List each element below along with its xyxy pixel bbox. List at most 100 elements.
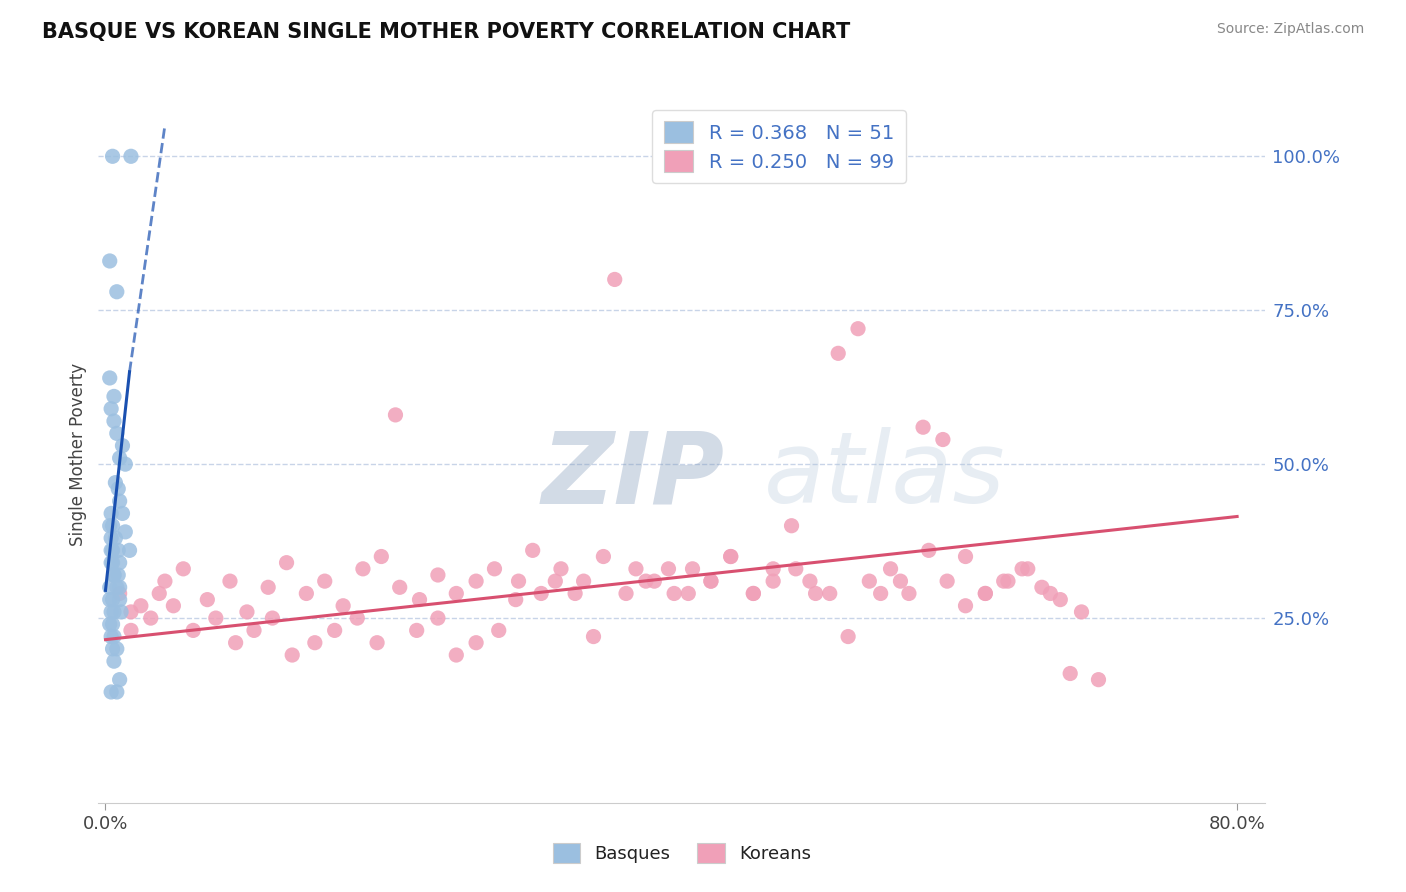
Point (762, 562, 785, 576)
Point (120, 149, 142, 163)
Point (103, 389, 125, 403)
Point (314, 574, 336, 589)
Point (408, 592, 430, 607)
Point (869, 586, 891, 600)
Point (98, 518, 121, 533)
Point (932, 433, 955, 447)
Point (488, 624, 510, 638)
Point (804, 586, 827, 600)
Point (195, 592, 218, 607)
Point (257, 580, 280, 594)
Point (100, 556, 122, 570)
Point (827, 346, 849, 360)
Point (110, 605, 132, 619)
Point (889, 574, 911, 589)
Point (522, 543, 544, 558)
Point (1049, 592, 1071, 607)
Point (181, 624, 204, 638)
Point (101, 518, 124, 533)
Point (100, 605, 122, 619)
Point (105, 641, 128, 656)
Point (446, 586, 468, 600)
Point (205, 611, 228, 625)
Point (114, 524, 136, 539)
Point (225, 636, 247, 650)
Point (129, 599, 152, 613)
Point (837, 630, 859, 644)
Point (100, 543, 122, 558)
Point (1011, 562, 1033, 576)
Point (564, 586, 586, 600)
Point (879, 562, 901, 576)
Point (103, 654, 125, 668)
Point (118, 543, 141, 558)
Point (370, 549, 392, 564)
Point (700, 574, 723, 589)
Point (100, 531, 122, 545)
Point (262, 611, 284, 625)
Point (101, 556, 124, 570)
Point (108, 592, 131, 607)
Point (120, 605, 142, 619)
Point (550, 562, 572, 576)
Point (912, 420, 935, 434)
Point (172, 562, 194, 576)
Point (678, 586, 700, 600)
Point (103, 414, 125, 428)
Point (114, 457, 136, 471)
Point (108, 586, 131, 600)
Point (100, 630, 122, 644)
Point (785, 562, 807, 576)
Point (108, 450, 131, 465)
Point (162, 599, 184, 613)
Point (700, 574, 723, 589)
Point (446, 648, 468, 662)
Point (405, 624, 427, 638)
Point (243, 624, 266, 638)
Point (105, 685, 128, 699)
Point (107, 568, 129, 582)
Point (720, 549, 742, 564)
Point (104, 531, 127, 545)
Point (544, 574, 567, 589)
Point (153, 574, 176, 589)
Point (530, 586, 553, 600)
Point (107, 482, 129, 496)
Point (100, 685, 122, 699)
Point (107, 543, 129, 558)
Y-axis label: Single Mother Poverty: Single Mother Poverty (69, 363, 87, 547)
Point (858, 574, 880, 589)
Point (103, 605, 125, 619)
Point (148, 586, 170, 600)
Point (846, 321, 869, 335)
Point (1031, 580, 1053, 594)
Point (295, 586, 318, 600)
Point (780, 518, 803, 533)
Point (426, 568, 449, 582)
Point (624, 562, 647, 576)
Point (346, 611, 368, 625)
Point (98, 580, 121, 594)
Point (1039, 586, 1062, 600)
Point (103, 630, 125, 644)
Text: BASQUE VS KOREAN SINGLE MOTHER POVERTY CORRELATION CHART: BASQUE VS KOREAN SINGLE MOTHER POVERTY C… (42, 22, 851, 42)
Point (1087, 673, 1109, 687)
Point (643, 574, 665, 589)
Point (98, 592, 121, 607)
Point (100, 507, 122, 521)
Point (105, 285, 128, 299)
Point (762, 574, 785, 589)
Point (799, 574, 821, 589)
Point (742, 586, 765, 600)
Text: Source: ZipAtlas.com: Source: ZipAtlas.com (1216, 22, 1364, 37)
Point (1017, 562, 1039, 576)
Point (657, 562, 679, 576)
Point (98, 617, 121, 632)
Point (105, 580, 128, 594)
Point (384, 408, 406, 422)
Point (101, 592, 124, 607)
Point (897, 586, 920, 600)
Point (304, 636, 326, 650)
Point (388, 580, 411, 594)
Point (505, 592, 527, 607)
